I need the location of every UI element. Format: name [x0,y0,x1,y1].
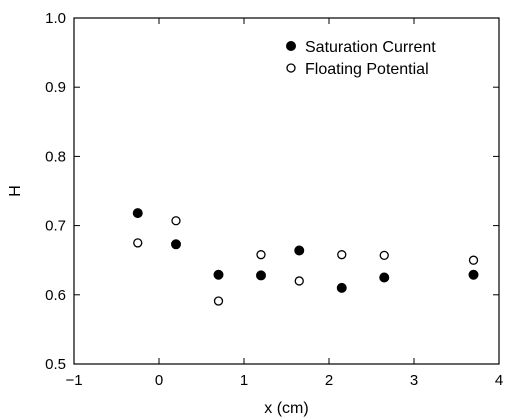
plot-border [73,17,500,365]
saturation-current-point [294,245,305,256]
floating-potential-point [213,296,224,306]
plot-area [73,17,500,365]
y-tick-label: 0.5 [45,356,66,373]
x-tick-label: 4 [495,372,503,389]
floating-potential-point [6,291,14,299]
floating-potential-point [171,216,181,226]
floating-potential-point [256,250,266,260]
x-tick-label: −1 [65,372,82,389]
x-axis: −1 0 1 2 3 4 [65,18,503,389]
legend-marker-saturation-current [286,41,296,51]
y-axis: 0.5 0.6 0.7 0.8 0.9 1.0 [45,10,499,373]
y-tick-label: 0.7 [45,218,66,235]
data-points [6,208,479,306]
legend: Saturation Current Floating Potential [286,39,436,78]
y-tick-label: 0.8 [45,148,66,165]
legend-label: Saturation Current [305,39,436,56]
saturation-current-point [379,272,390,283]
saturation-current-point [171,239,181,250]
x-axis-label: x (cm) [264,400,308,417]
legend-marker-floating-potential [286,63,296,73]
y-tick-label: 0.6 [45,287,66,304]
saturation-current-point [213,269,224,280]
floating-potential-point [379,250,389,261]
saturation-current-point [468,269,479,280]
y-tick-label: 0.9 [45,79,66,96]
saturation-current-point [132,208,143,219]
floating-potential-point [133,238,143,248]
saturation-current-point [336,282,347,293]
x-tick-label: 3 [410,372,418,389]
floating-potential-point [294,276,304,286]
x-tick-label: 0 [155,372,163,389]
floating-potential-point [337,250,347,260]
legend-label: Floating Potential [305,61,429,78]
saturation-current-point [256,270,266,281]
saturation-current-point [6,238,15,247]
x-tick-label: 2 [325,372,333,389]
y-axis-label: H [7,185,24,197]
floating-potential-point [468,255,479,265]
x-tick-label: 1 [240,372,248,389]
y-tick-label: 1.0 [45,10,66,27]
